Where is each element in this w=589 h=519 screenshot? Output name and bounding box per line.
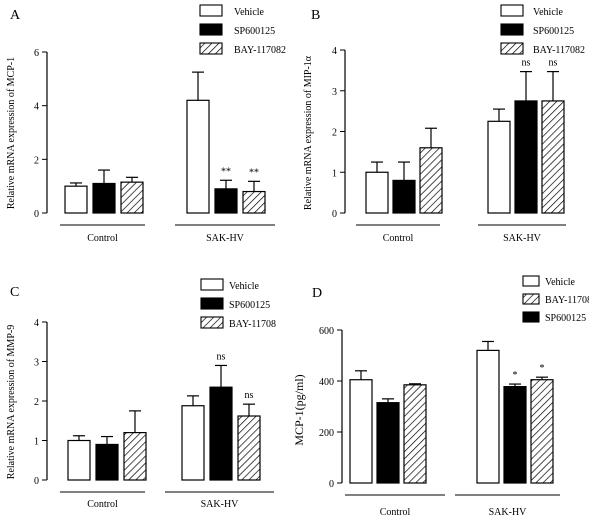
legend-swatch xyxy=(522,275,540,287)
bar-vehicle-sak-hv xyxy=(181,405,205,481)
y-tick-label: 3 xyxy=(332,87,337,98)
panel-label: B xyxy=(311,8,320,23)
y-tick-label: 4 xyxy=(34,318,39,329)
y-tick-label: 4 xyxy=(332,46,337,57)
legend-entry: Vehicle xyxy=(229,281,260,292)
bar-vehicle-control xyxy=(67,439,91,481)
legend-entry: BAY-117082 xyxy=(234,45,286,56)
significance-label: ns xyxy=(549,58,558,69)
group-label: SAK-HV xyxy=(206,233,245,244)
significance-label: ns xyxy=(522,58,531,69)
y-axis-label: Relative mRNA expression of MIP-1α xyxy=(303,55,314,210)
legend-swatch xyxy=(522,311,540,323)
legend-swatch xyxy=(200,297,224,310)
bar-bay-11708-control xyxy=(403,384,427,484)
legend-entry: Vehicle xyxy=(545,277,576,288)
y-axis-label: Relative mRNA expression of MMP-9 xyxy=(6,325,17,479)
y-tick-label: 1 xyxy=(332,168,337,179)
y-tick-label: 3 xyxy=(34,358,39,369)
bar-bay-11708-sak-hv xyxy=(530,379,554,484)
legend-entry: BAY-11708 xyxy=(545,295,589,306)
y-tick-label: 0 xyxy=(332,209,337,220)
bar-sp600125-control xyxy=(392,179,416,214)
bar-sp600125-control xyxy=(92,182,116,214)
significance-label: * xyxy=(540,363,545,374)
panel-label: C xyxy=(10,285,19,300)
bar-bay-117082-sak-hv xyxy=(541,100,565,214)
bar-sp600125-sak-hv xyxy=(209,386,233,481)
y-tick-label: 200 xyxy=(319,428,334,439)
legend-entry: SP600125 xyxy=(533,26,574,37)
legend-swatch xyxy=(500,23,524,36)
bar-sp600125-control xyxy=(376,402,400,484)
bar-sp600125-sak-hv xyxy=(214,188,238,214)
legend-entry: SP600125 xyxy=(234,26,275,37)
significance-label: * xyxy=(513,370,518,381)
y-tick-label: 6 xyxy=(34,48,39,59)
legend-swatch xyxy=(199,42,223,55)
y-tick-label: 1 xyxy=(34,437,39,448)
bar-sp600125-sak-hv xyxy=(514,100,538,214)
bar-vehicle-control xyxy=(349,379,373,484)
y-tick-label: 2 xyxy=(332,128,337,139)
significance-label: ** xyxy=(249,167,259,178)
significance-label: ns xyxy=(245,390,254,401)
y-axis-label: MCP-1(pg/ml) xyxy=(292,374,306,445)
legend-swatch xyxy=(500,4,524,17)
significance-label: ns xyxy=(217,351,226,362)
panel-label: D xyxy=(312,286,322,301)
bar-vehicle-control xyxy=(64,185,88,214)
y-tick-label: 2 xyxy=(34,155,39,166)
legend-swatch xyxy=(522,293,540,305)
group-label: Control xyxy=(87,499,118,510)
y-axis-label: Relative mRNA expression of MCP-1 xyxy=(6,57,17,209)
significance-label: ** xyxy=(221,166,231,177)
panel-label: A xyxy=(10,8,21,23)
bar-bay-117082-control xyxy=(419,147,443,214)
bar-sp600125-control xyxy=(95,443,119,481)
legend-swatch xyxy=(200,278,224,291)
group-label: SAK-HV xyxy=(503,233,542,244)
y-tick-label: 4 xyxy=(34,102,39,113)
bar-bay-117082-control xyxy=(120,181,144,214)
bar-vehicle-control xyxy=(365,171,389,214)
chart-panel-c: C 0 1 2 3 4 Relative mRNA expression of MMP-9 C… xyxy=(6,278,276,510)
legend-entry: Vehicle xyxy=(234,7,265,18)
legend-entry: SP600125 xyxy=(229,300,270,311)
bar-vehicle-sak-hv xyxy=(487,120,511,214)
group-label: Control xyxy=(383,233,414,244)
legend-entry: BAY-11708 xyxy=(229,319,276,330)
group-label: SAK-HV xyxy=(489,507,528,518)
legend-swatch xyxy=(199,23,223,36)
legend-entry: BAY-117082 xyxy=(533,45,585,56)
y-tick-label: 0 xyxy=(34,209,39,220)
bar-vehicle-sak-hv xyxy=(186,99,210,214)
bar-bay-117082-sak-hv xyxy=(242,190,266,214)
y-tick-label: 400 xyxy=(319,377,334,388)
bar-sp600125-sak-hv xyxy=(503,386,527,484)
legend-entry: SP600125 xyxy=(545,313,586,324)
y-tick-label: 2 xyxy=(34,397,39,408)
legend-swatch xyxy=(200,316,224,329)
chart-panel-b: B 0 1 2 3 4 Relative mRNA expression of MIP-1α… xyxy=(303,4,585,244)
group-label: SAK-HV xyxy=(201,499,240,510)
legend-entry: Vehicle xyxy=(533,7,564,18)
legend-swatch xyxy=(500,42,524,55)
chart-panel-d: D 0 200 400 600 MCP-1(pg/ml) Control * * SAK-HV Ve… xyxy=(292,275,589,518)
y-tick-label: 0 xyxy=(34,476,39,487)
y-tick-label: 0 xyxy=(329,479,334,490)
bar-bay-11708-sak-hv xyxy=(237,415,261,481)
bar-bay-11708-control xyxy=(123,432,147,481)
group-label: Control xyxy=(380,507,411,518)
group-label: Control xyxy=(87,233,118,244)
legend-swatch xyxy=(199,4,223,17)
chart-panel-a: A 0 2 4 6 Relative mRNA expression of MCP-1 Co… xyxy=(6,4,286,244)
y-tick-label: 600 xyxy=(319,326,334,337)
bar-vehicle-sak-hv xyxy=(476,349,500,484)
